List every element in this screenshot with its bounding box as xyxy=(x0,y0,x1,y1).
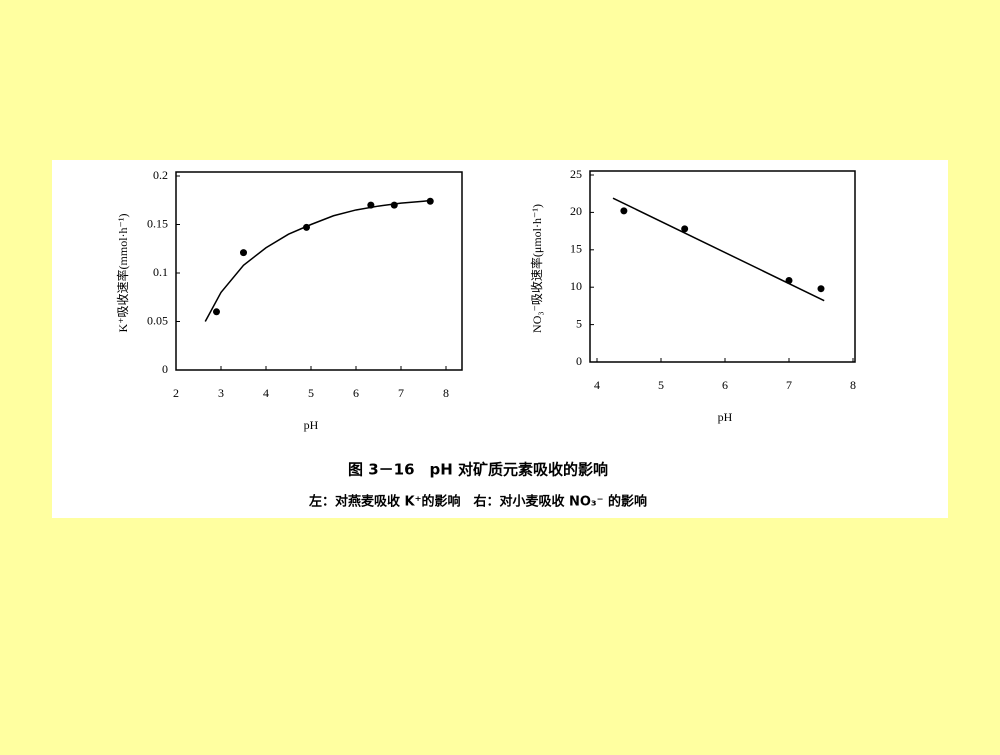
x-tick-label: 2 xyxy=(173,386,179,400)
y-tick-label: 25 xyxy=(570,167,582,181)
figure-caption: 图 3－16 pH 对矿质元素吸收的影响 xyxy=(348,461,608,479)
y-axis-label: K⁺吸收速率(mmol·h⁻¹) xyxy=(115,214,130,333)
y-tick-label: 0.05 xyxy=(147,313,168,327)
y-tick-label: 20 xyxy=(570,204,582,218)
data-point xyxy=(817,285,825,293)
data-point xyxy=(390,201,398,209)
x-tick-label: 7 xyxy=(786,378,792,392)
y-tick-label: 0.1 xyxy=(153,265,168,279)
plot-frame xyxy=(175,171,463,371)
x-tick-label: 8 xyxy=(443,386,449,400)
figure-panel xyxy=(52,160,948,518)
data-point xyxy=(681,225,689,233)
x-tick-label: 7 xyxy=(398,386,404,400)
x-tick-label: 8 xyxy=(850,378,856,392)
x-tick-label: 4 xyxy=(263,386,269,400)
x-tick-label: 6 xyxy=(722,378,728,392)
data-point xyxy=(240,249,247,257)
data-point xyxy=(620,207,628,215)
data-point xyxy=(785,276,793,284)
y-axis-label: NO₃⁻吸收速率(μmol·h⁻¹) xyxy=(529,204,544,333)
x-tick-label: 5 xyxy=(308,386,314,400)
x-tick-label: 5 xyxy=(658,378,664,392)
y-tick-label: 0 xyxy=(162,362,168,376)
x-tick-label: 6 xyxy=(353,386,359,400)
y-tick-label: 0.2 xyxy=(153,168,168,182)
fit-line xyxy=(204,199,433,322)
x-tick-label: 4 xyxy=(594,378,600,392)
data-point xyxy=(426,197,434,205)
y-tick-label: 0 xyxy=(576,354,582,368)
figure-subcaption: 左：对燕麦吸收 K⁺的影响 右：对小麦吸收 NO₃⁻ 的影响 xyxy=(309,494,647,510)
y-tick-label: 5 xyxy=(576,316,582,330)
x-axis-label: pH xyxy=(718,410,733,424)
y-tick-label: 15 xyxy=(570,242,582,256)
data-point xyxy=(303,223,310,231)
data-point xyxy=(213,308,220,316)
data-point xyxy=(367,201,375,209)
y-tick-label: 10 xyxy=(570,279,582,293)
x-axis-label: pH xyxy=(304,418,319,432)
plot-frame xyxy=(589,170,856,363)
x-tick-label: 3 xyxy=(218,386,224,400)
y-tick-label: 0.15 xyxy=(147,216,168,230)
